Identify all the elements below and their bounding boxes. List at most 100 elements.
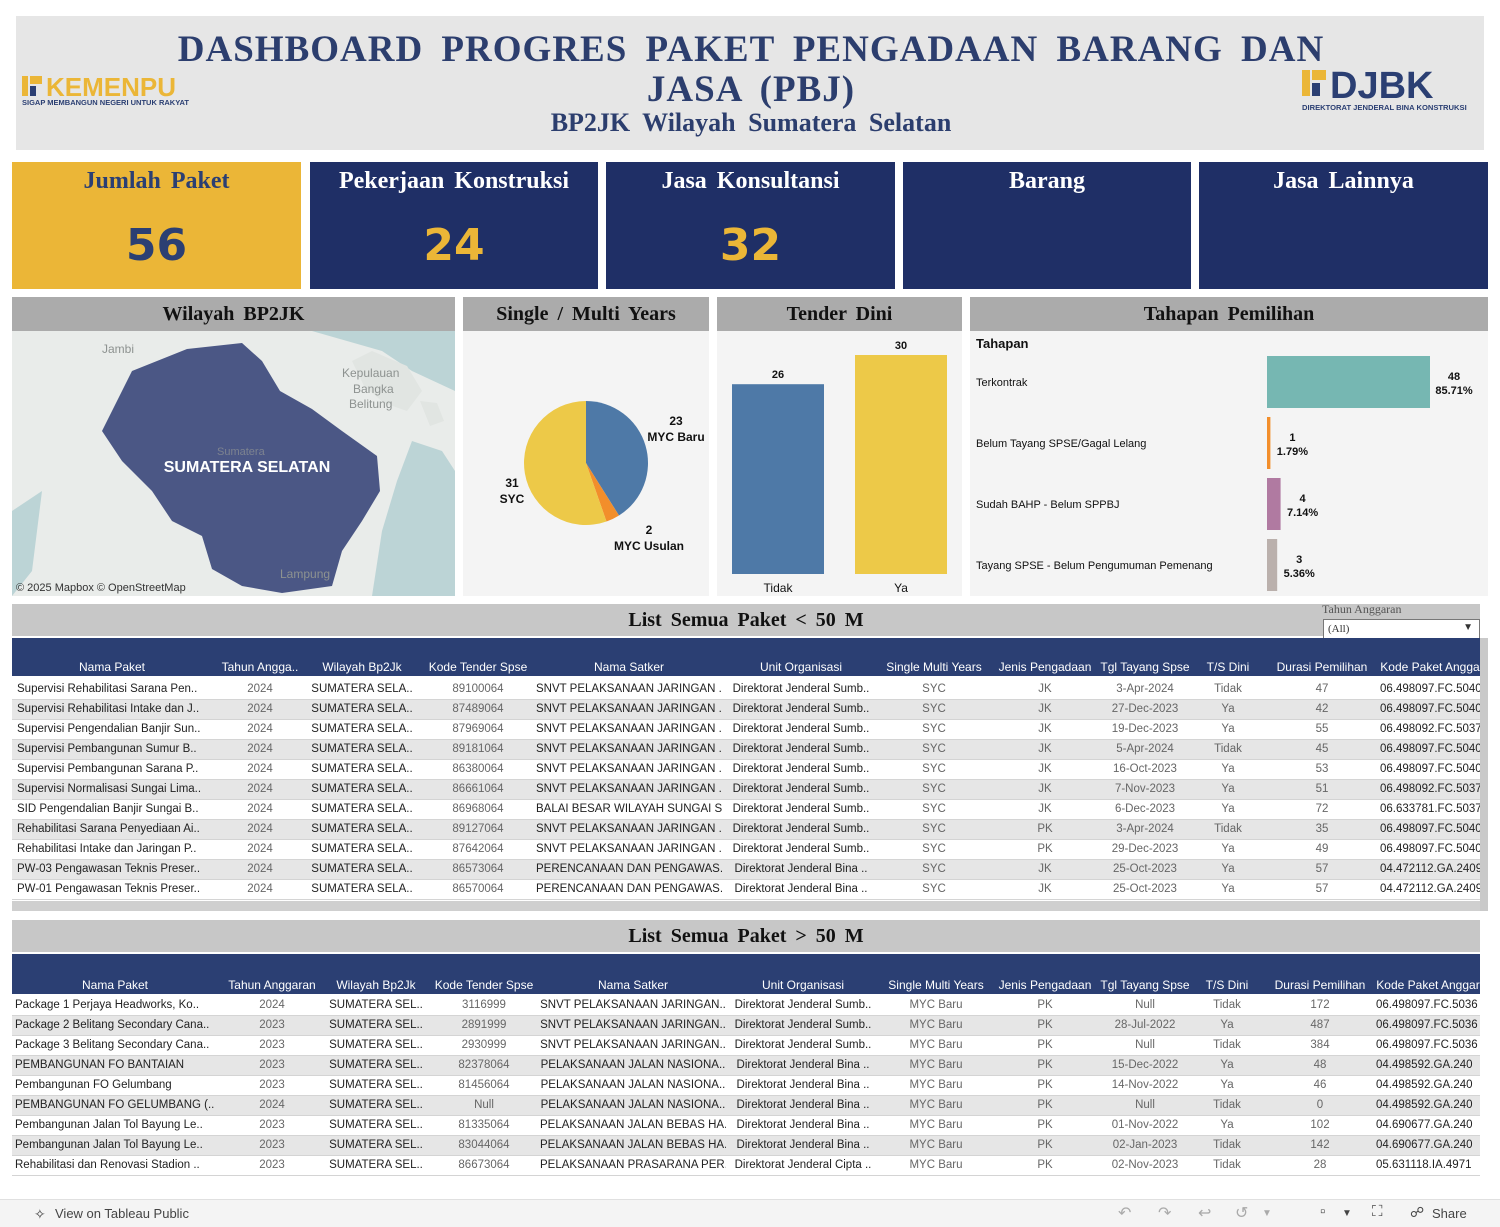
column-header[interactable]: Durasi Pemilihan <box>1274 978 1366 992</box>
tender-dini-bar-chart[interactable]: 26 Tidak 30 Ya <box>717 331 962 596</box>
chevron-down-icon[interactable]: ▼ <box>1463 622 1473 633</box>
table-row[interactable]: Package 3 Belitang Secondary Cana.. 2023 S… <box>12 1036 1480 1056</box>
table-row[interactable]: Supervisi Pengendalian Banjir Sun.. 2024 S… <box>12 720 1480 740</box>
table-cell: PK <box>1037 1099 1053 1111</box>
map-panel[interactable]: Jambi Kepulauan Bangka Belitung Sumatera… <box>12 331 455 596</box>
tableau-icon[interactable]: ✧ <box>34 1206 46 1222</box>
share-icon[interactable]: ☍ <box>1410 1204 1425 1220</box>
table-row[interactable]: Pembangunan FO Gelumbang 2023 SUMATERA SEL… <box>12 1076 1480 1096</box>
table-cell: 2023 <box>259 1019 285 1031</box>
list-large-table[interactable]: Nama Paket Tahun Anggaran Wilayah Bp2Jk Kod… <box>12 954 1480 1178</box>
table-cell: Direktorat Jenderal Sumb.. <box>734 1019 872 1031</box>
table-row[interactable]: Rehabilitasi Intake dan Jaringan P.. 2024… <box>12 840 1480 860</box>
table-cell: Pembangunan Jalan Tol Bayung Le.. <box>15 1119 203 1131</box>
table-row[interactable]: Supervisi Pembangunan Sarana P.. 2024 SUMA… <box>12 760 1480 780</box>
dashboard-header: KEMENPU SIGAP MEMBANGUN NEGERI UNTUK RAK… <box>16 16 1484 150</box>
table-cell: PELAKSANAAN JALAN NASIONA.. <box>540 1079 726 1091</box>
table-cell: Direktorat Jenderal Sumb.. <box>732 763 870 775</box>
table-cell: MYC Baru <box>909 1099 963 1111</box>
list-small-table[interactable]: Nama Paket Tahun Angga.. Wilayah Bp2Jk Kode… <box>12 638 1480 901</box>
column-header[interactable]: Kode Paket Anggar <box>1376 978 1480 992</box>
table-row[interactable]: PEMBANGUNAN FO BANTAIAN 2023 SUMATERA SEL.… <box>12 1056 1480 1076</box>
table-row[interactable]: Rehabilitasi dan Renovasi Stadion .. 2023… <box>12 1156 1480 1176</box>
column-header[interactable]: Kode Tender Spse <box>434 978 534 992</box>
table-cell: SUMATERA SEL.. <box>329 1019 423 1031</box>
vertical-scrollbar[interactable] <box>1480 638 1488 911</box>
kpi-label: Jumlah Paket <box>83 168 230 194</box>
table-row[interactable]: Pembangunan Jalan Tol Bayung Le.. 2023 SUM… <box>12 1116 1480 1136</box>
table-row[interactable]: Supervisi Normalisasi Sungai Lima.. 2024 S… <box>12 780 1480 800</box>
column-header[interactable]: Single Multi Years <box>888 978 984 992</box>
table-cell: 5-Apr-2024 <box>1116 743 1174 755</box>
table-cell: SYC <box>922 883 946 895</box>
table-row[interactable]: PEMBANGUNAN FO GELUMBANG (.. 2024 SUMATERA… <box>12 1096 1480 1116</box>
table-cell: Direktorat Jenderal Cipta .. <box>734 1159 872 1171</box>
refresh-icon[interactable]: ↺ <box>1235 1205 1249 1222</box>
table-row[interactable]: Package 2 Belitang Secondary Cana.. 2023 S… <box>12 1016 1480 1036</box>
table-cell: 7-Nov-2023 <box>1114 783 1176 795</box>
column-header[interactable]: Nama Paket <box>81 978 149 992</box>
column-header[interactable]: Single Multi Years <box>886 660 982 674</box>
column-header[interactable]: Nama Satker <box>593 660 665 674</box>
table-row[interactable]: Supervisi Rehabilitasi Intake dan J.. 202… <box>12 700 1480 720</box>
share-button[interactable]: Share <box>1432 1206 1467 1221</box>
column-header[interactable]: Durasi Pemilihan <box>1276 660 1368 674</box>
table-cell: Direktorat Jenderal Sumb.. <box>732 743 870 755</box>
pie-chart[interactable]: 23 MYC Baru 2 MYC Usulan 31 SYC <box>463 331 709 596</box>
table-cell: 53 <box>1315 763 1329 775</box>
column-header[interactable]: Kode Paket Angga <box>1380 660 1480 674</box>
column-header[interactable]: T/S Dini <box>1206 660 1250 674</box>
table-cell: Supervisi Normalisasi Sungai Lima.. <box>17 783 202 795</box>
redo-icon[interactable]: ↷ <box>1158 1205 1172 1222</box>
undo-icon[interactable]: ↶ <box>1118 1205 1132 1222</box>
tender-panel-title: Tender Dini <box>717 297 962 331</box>
column-header[interactable]: Jenis Pengadaan <box>998 978 1092 992</box>
table-cell: SNVT PELAKSANAAN JARINGAN.. <box>540 999 726 1011</box>
column-header[interactable]: Unit Organisasi <box>759 660 843 674</box>
column-header[interactable]: Tahun Anggaran <box>228 978 316 992</box>
horizontal-scrollbar[interactable] <box>12 901 1488 911</box>
table-cell: Direktorat Jenderal Sumb.. <box>734 1039 872 1051</box>
column-header[interactable]: Wilayah Bp2Jk <box>322 660 402 674</box>
dashboard-subtitle: BP2JK Wilayah Sumatera Selatan <box>550 108 952 137</box>
table-cell: JK <box>1038 863 1052 875</box>
column-header[interactable]: T/S Dini <box>1205 978 1249 992</box>
download-icon[interactable]: ▫ <box>1320 1203 1326 1220</box>
tahun-anggaran-filter[interactable]: (All) ▼ <box>1323 619 1480 639</box>
view-on-tableau-link[interactable]: View on Tableau Public <box>55 1206 189 1221</box>
table-row[interactable]: Supervisi Rehabilitasi Sarana Pen.. 2024 S… <box>12 680 1480 700</box>
column-header[interactable]: Unit Organisasi <box>761 978 845 992</box>
chevron-down-icon[interactable]: ▼ <box>1262 1208 1272 1219</box>
table-row[interactable]: Supervisi Pembangunan Sumur B.. 2024 SUMAT… <box>12 740 1480 760</box>
map-label-babel-2: Bangka <box>353 382 394 396</box>
map-canvas[interactable]: Jambi Kepulauan Bangka Belitung Sumatera… <box>12 331 455 596</box>
table-cell: 81456064 <box>458 1079 510 1091</box>
table-row[interactable]: PW-01 Pengawasan Teknis Preser.. 2024 SUMA… <box>12 880 1480 900</box>
table-cell: JK <box>1038 683 1052 695</box>
table-row[interactable]: PW-03 Pengawasan Teknis Preser.. 2024 SUMA… <box>12 860 1480 880</box>
fullscreen-icon[interactable]: ⛶ <box>1372 1203 1383 1220</box>
column-header[interactable]: Nama Satker <box>597 978 669 992</box>
column-header[interactable]: Kode Tender Spse <box>428 660 528 674</box>
chevron-down-icon[interactable]: ▼ <box>1342 1208 1352 1219</box>
column-header[interactable]: Wilayah Bp2Jk <box>336 978 416 992</box>
column-header[interactable]: Tahun Angga.. <box>221 660 299 674</box>
table-row[interactable]: Rehabilitasi Sarana Penyediaan Ai.. 2024 S… <box>12 820 1480 840</box>
revert-icon[interactable]: ↩ <box>1198 1205 1212 1222</box>
sumatera-selatan-region[interactable] <box>102 343 380 593</box>
table-row[interactable]: Package 1 Perjaya Headworks, Ko.. 2024 SUM… <box>12 996 1480 1016</box>
table-cell: JK <box>1038 803 1052 815</box>
table-cell: Package 3 Belitang Secondary Cana.. <box>15 1039 210 1051</box>
filter-value: (All) <box>1328 623 1350 635</box>
column-header[interactable]: Nama Paket <box>78 660 146 674</box>
table-row[interactable]: SID Pengendalian Banjir Sungai B.. 2024 SU… <box>12 800 1480 820</box>
column-header[interactable]: Tgl Tayang Spse <box>1100 978 1190 992</box>
tahapan-bar-chart[interactable]: Tahapan Terkontrak 48 85.71% Belum Tayang SP… <box>970 331 1488 596</box>
column-header[interactable]: Jenis Pengadaan <box>998 660 1092 674</box>
table-row[interactable]: Pembangunan Jalan Tol Bayung Le.. 2023 SUM… <box>12 1136 1480 1156</box>
table-cell: 06.498092.FC.5037 <box>1380 783 1480 795</box>
column-header[interactable]: Tgl Tayang Spse <box>1100 660 1190 674</box>
table-cell: Package 1 Perjaya Headworks, Ko.. <box>15 999 200 1011</box>
kpi-card-jasa-lainnya: Jasa Lainnya <box>1199 162 1488 289</box>
table-cell: 06.498097.FC.5040 <box>1380 703 1480 715</box>
